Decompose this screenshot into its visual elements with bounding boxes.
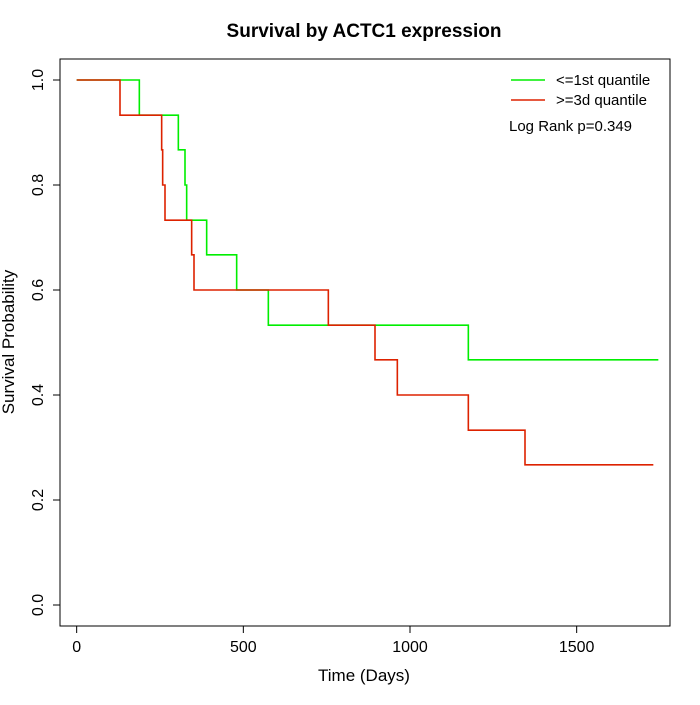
- x-tick-label: 0: [72, 639, 81, 656]
- log-rank-annotation: Log Rank p=0.349: [509, 118, 632, 135]
- y-tick-label: 0.6: [30, 279, 47, 301]
- y-tick-label: 1.0: [30, 69, 47, 91]
- y-axis-label: Survival Probability: [0, 269, 18, 414]
- survival-curve-series: [76, 79, 659, 361]
- legend: <=1st quantile >=3d quantile: [511, 72, 650, 109]
- x-tick-label: 1000: [392, 639, 428, 656]
- legend-label: <=1st quantile: [556, 72, 650, 89]
- x-tick-label: 500: [230, 639, 257, 656]
- y-tick-label: 0.4: [30, 384, 47, 406]
- survival-curves: [76, 79, 659, 466]
- y-tick-label: 0.2: [30, 489, 47, 511]
- survival-curve-series: [76, 79, 654, 466]
- y-axis: 0.0 0.2 0.4 0.6 0.8 1.0: [30, 69, 61, 616]
- y-tick-label: 0.8: [30, 174, 47, 196]
- x-axis-label: Time (Days): [318, 666, 410, 685]
- y-tick-label: 0.0: [30, 594, 47, 616]
- x-axis: 0 500 1000 1500: [72, 625, 595, 656]
- plot-frame: [59, 58, 671, 627]
- legend-label: >=3d quantile: [556, 92, 647, 109]
- chart-title: Survival by ACTC1 expression: [227, 21, 502, 42]
- x-tick-label: 1500: [559, 639, 595, 656]
